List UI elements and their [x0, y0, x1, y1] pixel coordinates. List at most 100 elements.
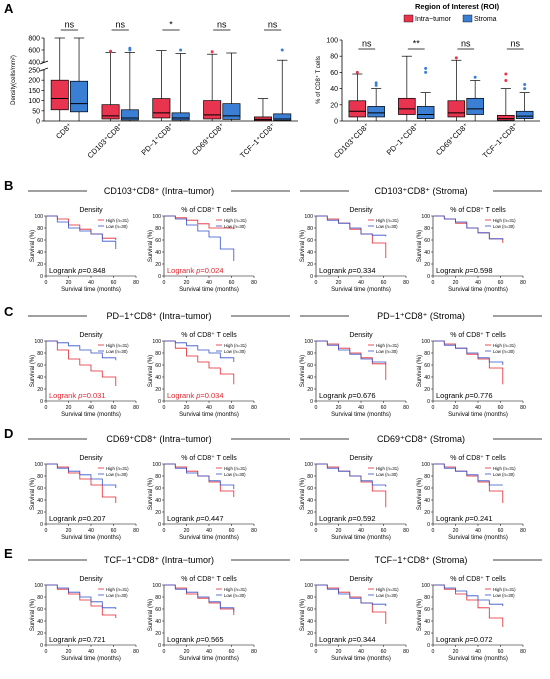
y-tick-label: 100 — [34, 339, 43, 345]
y-tick-label: 0 — [158, 274, 161, 280]
y-tick-label: 60 — [37, 238, 43, 244]
y-tick-label: 40 — [37, 250, 43, 256]
km-curve-low — [316, 463, 387, 487]
box-body — [70, 80, 89, 113]
box-body — [398, 97, 416, 115]
km-curve-low — [316, 584, 387, 606]
y-axis-label: Survival (%) — [300, 478, 306, 510]
y-tick-label: 0 — [40, 274, 43, 280]
x-tick-label: 0 — [45, 649, 48, 655]
logrank-prefix: Logrank — [319, 391, 348, 400]
y-tick-label: 80 — [37, 595, 43, 601]
y-axis-label: Survival (%) — [417, 599, 423, 631]
logrank-prefix: Logrank — [319, 266, 348, 275]
logrank-label: Logrank p=0.031 — [49, 391, 106, 400]
x-axis-label: Survival time (months) — [448, 287, 508, 293]
logrank-value: =0.721 — [82, 635, 105, 644]
km-legend-high: High (n=31) — [376, 466, 399, 471]
box-body — [152, 98, 171, 119]
km-legend-high: High (n=31) — [493, 587, 516, 592]
y-tick-label: 20 — [307, 387, 313, 393]
x-tick-label: 0 — [45, 280, 48, 286]
y-tick-label: 20 — [307, 262, 313, 268]
box-body — [203, 100, 222, 120]
km-legend-low: Low (n=30) — [376, 224, 398, 229]
km-panel-title: % of CD8⁺ T cells — [450, 332, 506, 339]
km-legend-high: High (n=31) — [376, 343, 399, 348]
y-tick-label: 20 — [424, 631, 430, 637]
km-legend-high: High (n=31) — [224, 587, 247, 592]
category-label: CD69⁺CD8⁺ — [434, 121, 470, 157]
km-curve-high — [433, 584, 504, 627]
km-panel: Density 0 20 40 60 80 100 0 20 40 60 80 Survival tim… — [300, 576, 409, 662]
km-curve-high — [164, 340, 235, 385]
legend-swatch-intra — [403, 14, 414, 23]
km-curve-low — [164, 463, 235, 490]
x-tick-label: 0 — [163, 649, 166, 655]
y-axis-label: Survival (%) — [30, 478, 36, 510]
x-tick-label: 60 — [229, 649, 235, 655]
km-curve-low — [433, 463, 503, 486]
y-tick-label: 0 — [158, 522, 161, 528]
x-tick-label: 80 — [403, 649, 409, 655]
km-curve-low — [433, 584, 504, 606]
legend-label-stroma: Stroma — [474, 16, 497, 23]
km-curve-low — [46, 340, 117, 361]
km-legend-low: Low (n=30) — [376, 349, 398, 354]
y-tick-label: 40 — [307, 375, 313, 381]
roi-legend-title: Region of Interest (ROI) — [415, 2, 500, 11]
axis-break-mark — [39, 67, 49, 72]
y-tick-label: 80 — [155, 474, 161, 480]
logrank-value: =0.447 — [200, 514, 223, 523]
roi-legend: Region of Interest (ROI) Intra−tumor Str… — [403, 2, 500, 23]
y-tick-label: 40 — [155, 375, 161, 381]
y-tick-label: 80 — [155, 226, 161, 232]
y-tick-label: 400 — [28, 60, 40, 67]
y-tick-label: 40 — [424, 250, 430, 256]
logrank-prefix: Logrank — [49, 514, 78, 523]
x-tick-label: 20 — [66, 405, 72, 411]
box-outlier — [374, 83, 378, 87]
x-tick-label: 60 — [498, 405, 504, 411]
y-tick-label: 100 — [34, 214, 43, 220]
y-tick-label: 0 — [334, 119, 338, 126]
y-axis-label: Survival (%) — [300, 355, 306, 387]
x-tick-label: 0 — [45, 528, 48, 534]
km-legend-high: High (n=31) — [376, 218, 399, 223]
row-group-title: CD69⁺CD8⁺ (Intra−tumor) — [106, 434, 211, 444]
x-tick-label: 80 — [251, 528, 257, 534]
x-tick-label: 20 — [336, 649, 342, 655]
x-tick-label: 40 — [88, 649, 94, 655]
km-legend-low: Low (n=30) — [106, 472, 128, 477]
km-panel-title: % of CD8⁺ T cells — [450, 207, 506, 214]
y-tick-label: 60 — [37, 486, 43, 492]
km-legend-low: Low (n=30) — [493, 472, 515, 477]
panel-letter-e: E — [4, 546, 13, 561]
y-tick-label: 60 — [155, 363, 161, 369]
category-label: TCF−1⁺CD8⁺ — [481, 121, 520, 160]
y-tick-label: 100 — [421, 214, 430, 220]
km-panel: Density 0 20 40 60 80 100 0 20 40 60 80 Survival tim… — [30, 576, 139, 662]
km-legend-low: Low (n=30) — [224, 349, 246, 354]
x-tick-label: 20 — [453, 280, 459, 286]
x-tick-label: 40 — [206, 649, 212, 655]
x-axis-label: Survival time (months) — [448, 656, 508, 662]
logrank-p: p — [195, 514, 200, 523]
y-tick-label: 20 — [424, 387, 430, 393]
km-legend-high: High (n=31) — [224, 343, 247, 348]
box-outlier — [473, 75, 477, 79]
logrank-value: =0.676 — [352, 391, 375, 400]
km-legend-high: High (n=31) — [106, 466, 129, 471]
x-tick-label: 40 — [206, 405, 212, 411]
logrank-p: p — [77, 514, 82, 523]
km-legend-low: Low (n=30) — [493, 349, 515, 354]
y-tick-label: 80 — [37, 474, 43, 480]
km-curve-low — [46, 463, 117, 488]
km-panel-title: Density — [349, 207, 373, 214]
x-tick-label: 40 — [475, 405, 481, 411]
row-group-title: CD103⁺CD8⁺ (Stroma) — [374, 186, 467, 196]
logrank-value: =0.592 — [352, 514, 375, 523]
box-outlier — [355, 70, 359, 74]
